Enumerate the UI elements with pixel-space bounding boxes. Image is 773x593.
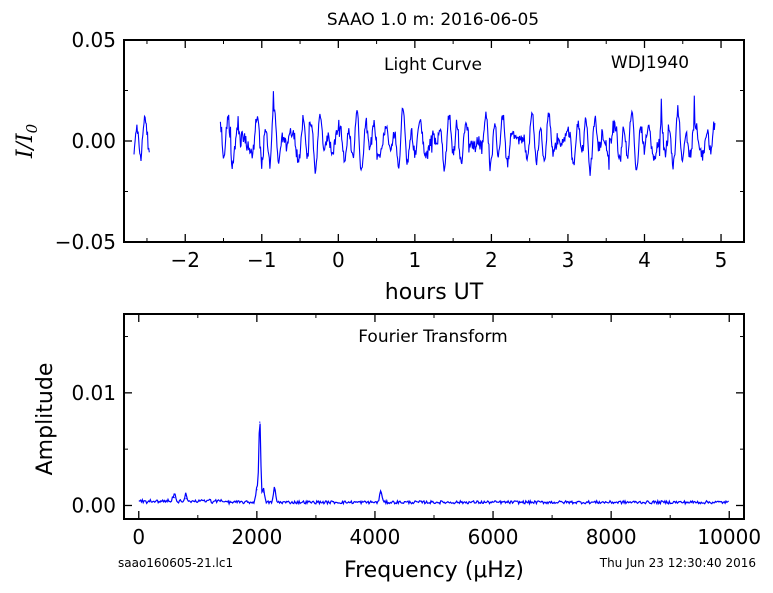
fourier-xtick-label: 6000 [468,525,519,549]
target-name-annotation: WDJ1940 [611,53,689,73]
light-curve-xtick-label: 2 [485,248,498,272]
fourier-peak-4 [380,492,382,494]
fourier-annotation: Fourier Transform [358,327,507,347]
fourier-tick-labels: 0 2000 4000 6000 8000 10000 0.01 0.00 [71,381,761,549]
fourier-xtick-label: 8000 [586,525,637,549]
fourier-xtick-label: 10000 [697,525,761,549]
light-curve-segment-0 [133,114,150,162]
footer-timestamp: Thu Jun 23 12:30:40 2016 [599,556,756,570]
light-curve-xlabel: hours UT [385,280,484,305]
fourier-peak-2 [262,491,264,493]
light-curve-ticks [124,39,744,243]
fourier-ytick-label: 0.01 [71,381,116,405]
light-curve-ytick-label: 0.05 [71,28,116,52]
light-curve-panel: −2 −1 0 1 2 3 4 5 0.05 0.00 −0.05 Light Curve WDJ1… [13,28,745,305]
fourier-ytick-label: 0.00 [71,493,116,517]
light-curve-tick-labels: −2 −1 0 1 2 3 4 5 0.05 0.00 −0.05 [55,28,728,272]
fourier-panel: 0 2000 4000 6000 8000 10000 0.01 0.00 Fourier T… [33,313,761,583]
light-curve-ylabel: I/I0 [13,123,41,159]
fourier-amplitude-line [138,423,729,506]
fourier-peak-0 [259,421,261,423]
light-curve-ytick-label: 0.00 [71,129,116,153]
fourier-ticks [124,314,744,519]
fourier-xtick-label: 4000 [349,525,400,549]
footer-filename: saao160605-21.lc1 [118,556,233,570]
light-curve-ytick-label: −0.05 [55,230,116,254]
fourier-xlabel: Frequency (μHz) [344,558,524,583]
figure-title: SAAO 1.0 m: 2016-06-05 [327,10,539,30]
light-curve-series [133,91,716,176]
light-curve-xtick-label: 0 [332,248,345,272]
fourier-ylabel: Amplitude [33,363,58,476]
light-curve-xtick-label: −2 [170,248,199,272]
fourier-peak-1 [256,489,258,491]
light-curve-xtick-label: −1 [247,248,276,272]
light-curve-xtick-label: 3 [562,248,575,272]
light-curve-segment-1 [219,91,716,176]
light-curve-xtick-label: 5 [715,248,728,272]
fourier-peak-6 [185,498,187,500]
fourier-peak-5 [173,497,175,499]
fourier-xtick-label: 2000 [231,525,282,549]
light-curve-xtick-label: 4 [638,248,651,272]
fourier-series [138,421,729,506]
light-curve-xtick-label: 1 [408,248,421,272]
fourier-xtick-label: 0 [132,525,145,549]
light-curve-annotation: Light Curve [384,55,482,75]
fourier-peak-3 [274,490,276,492]
